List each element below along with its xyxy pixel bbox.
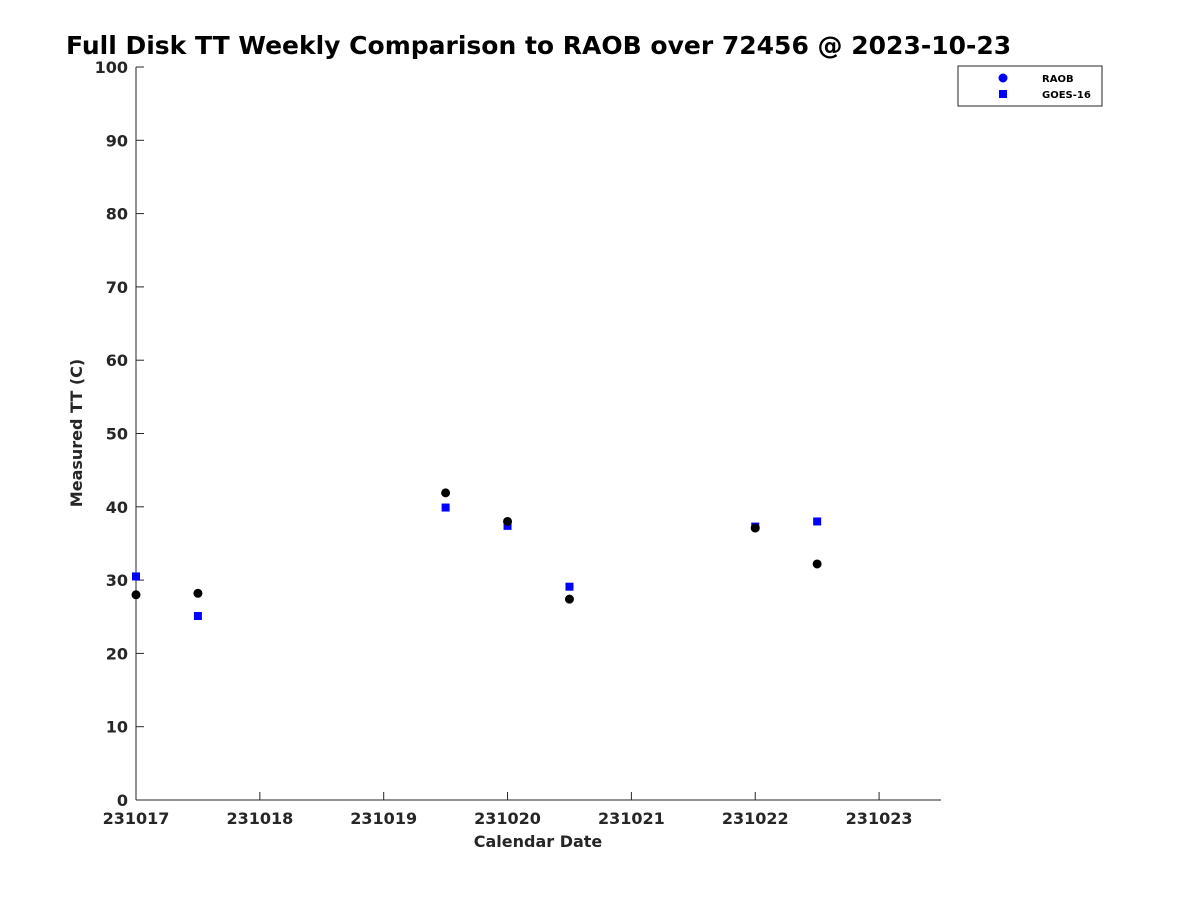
legend-marker-goes-16: [999, 90, 1007, 98]
legend-label-raob: RAOB: [1042, 74, 1074, 85]
y-tick-label: 30: [106, 571, 128, 590]
x-axis-ticks: 231017 231018 231019 231020 231021 231022 2310…: [103, 792, 913, 828]
y-tick-label: 0: [117, 791, 128, 810]
legend-marker-raob: [998, 73, 1008, 83]
y-axis-ticks: 0 10 20 30 40 50 60 70 80 90 100: [95, 58, 144, 810]
axes: [135, 67, 941, 801]
raob-point: [812, 559, 822, 569]
y-tick-label: 10: [106, 718, 128, 737]
raob-point: [750, 523, 760, 533]
legend-label-goes-16: GOES-16: [1042, 90, 1091, 101]
x-tick-label: 231022: [722, 809, 789, 828]
x-axis-label: Calendar Date: [474, 832, 603, 851]
y-tick-label: 80: [106, 205, 128, 224]
data-points: [131, 488, 822, 621]
raob-point: [503, 516, 513, 526]
y-tick-label: 20: [106, 644, 128, 663]
y-tick-label: 50: [106, 425, 128, 444]
x-tick-label: 231023: [846, 809, 913, 828]
y-tick-label: 70: [106, 278, 128, 297]
legend-box: [957, 65, 1103, 107]
x-tick-label: 231017: [103, 809, 170, 828]
goes-16-point: [565, 582, 574, 591]
raob-point: [441, 488, 451, 498]
raob-point: [131, 590, 141, 600]
y-tick-label: 40: [106, 498, 128, 517]
raob-point: [193, 588, 203, 598]
x-tick-label: 231020: [474, 809, 541, 828]
y-axis-label: Measured TT (C): [67, 359, 86, 507]
chart-title: Full Disk TT Weekly Comparison to RAOB o…: [66, 31, 1011, 60]
goes-16-point: [441, 503, 450, 512]
goes-16-point: [193, 612, 202, 621]
goes-16-point: [813, 517, 822, 526]
y-tick-label: 90: [106, 131, 128, 150]
legend: RAOB GOES-16: [957, 65, 1103, 107]
y-tick-label: 100: [95, 58, 128, 77]
goes-16-point: [132, 572, 140, 581]
raob-point: [564, 594, 574, 604]
x-tick-label: 231018: [226, 809, 293, 828]
y-tick-label: 60: [106, 351, 128, 370]
x-tick-label: 231021: [598, 809, 665, 828]
x-tick-label: 231019: [350, 809, 417, 828]
